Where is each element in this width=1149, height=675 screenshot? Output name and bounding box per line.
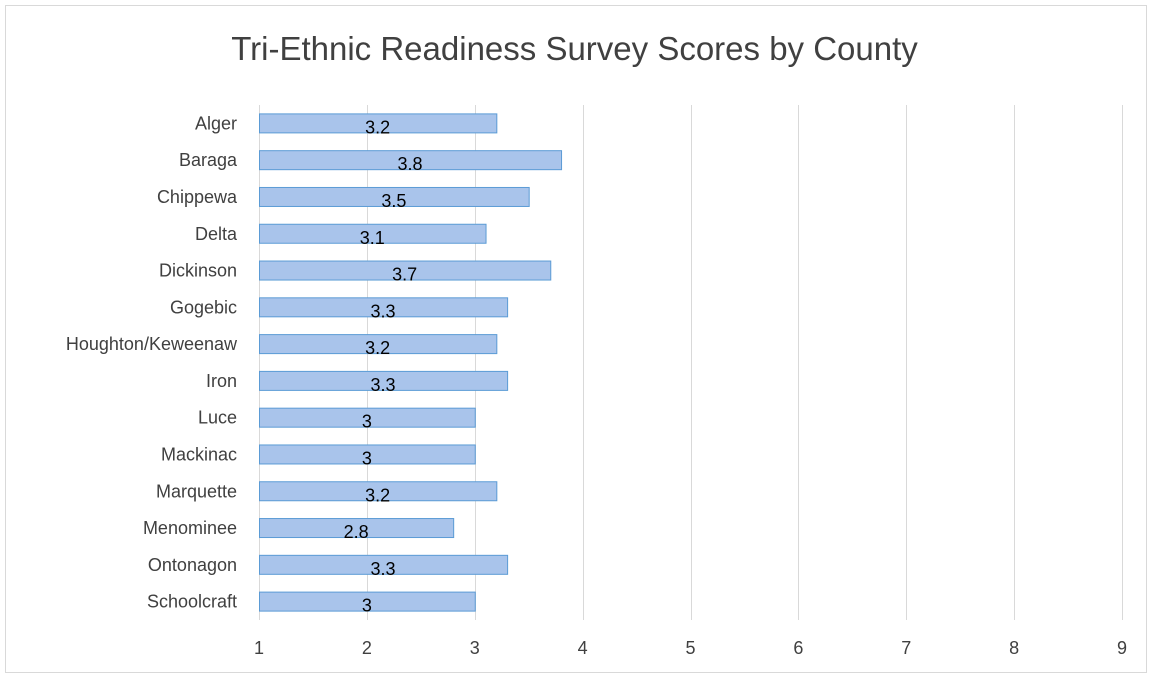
- data-label: 3.7: [392, 265, 417, 285]
- category-label: Gogebic: [170, 297, 237, 317]
- category-label: Schoolcraft: [147, 592, 237, 612]
- x-tick-label: 3: [470, 638, 480, 658]
- data-label: 3: [362, 448, 372, 468]
- category-label: Ontonagon: [148, 555, 237, 575]
- chart-title: Tri-Ethnic Readiness Survey Scores by Co…: [231, 30, 918, 67]
- category-label: Dickinson: [159, 261, 237, 281]
- x-tick-label: 1: [254, 638, 264, 658]
- x-tick-label: 7: [901, 638, 911, 658]
- data-label: 3.2: [365, 117, 390, 137]
- bar: [259, 481, 498, 502]
- x-tick-label: 2: [362, 638, 372, 658]
- bar: [259, 260, 552, 281]
- category-label: Menominee: [143, 518, 237, 538]
- data-label: 3.2: [365, 338, 390, 358]
- data-label: 3.1: [360, 228, 385, 248]
- x-tick-label: 5: [685, 638, 695, 658]
- data-label: 3.5: [381, 191, 406, 211]
- category-label: Alger: [195, 113, 237, 133]
- bar: [259, 554, 509, 575]
- bar: [259, 444, 476, 465]
- data-label: 3.2: [365, 485, 390, 505]
- bar: [259, 334, 498, 355]
- category-label: Luce: [198, 408, 237, 428]
- category-label: Chippewa: [157, 187, 238, 207]
- data-label: 3.8: [398, 154, 423, 174]
- bar: [259, 150, 563, 171]
- x-tick-label: 8: [1009, 638, 1019, 658]
- category-label: Delta: [195, 224, 238, 244]
- category-label: Iron: [206, 371, 237, 391]
- category-label: Baraga: [179, 150, 238, 170]
- x-tick-label: 6: [793, 638, 803, 658]
- x-tick-label: 9: [1117, 638, 1127, 658]
- data-label: 3.3: [371, 559, 396, 579]
- bar: [259, 591, 476, 612]
- data-label: 3: [362, 412, 372, 432]
- data-label: 2.8: [344, 522, 369, 542]
- bar: [259, 407, 476, 428]
- data-label: 3.3: [371, 375, 396, 395]
- category-label: Mackinac: [161, 444, 237, 464]
- category-label: Marquette: [156, 481, 237, 501]
- bar: [259, 113, 498, 134]
- data-label: 3: [362, 596, 372, 616]
- chart-frame: [5, 5, 1147, 673]
- data-label: 3.3: [371, 301, 396, 321]
- x-tick-label: 4: [578, 638, 588, 658]
- bar: [259, 370, 509, 391]
- bar: [259, 186, 530, 207]
- bar: [259, 223, 487, 244]
- category-label: Houghton/Keweenaw: [66, 334, 238, 354]
- bar: [259, 297, 509, 318]
- bar: [259, 518, 455, 539]
